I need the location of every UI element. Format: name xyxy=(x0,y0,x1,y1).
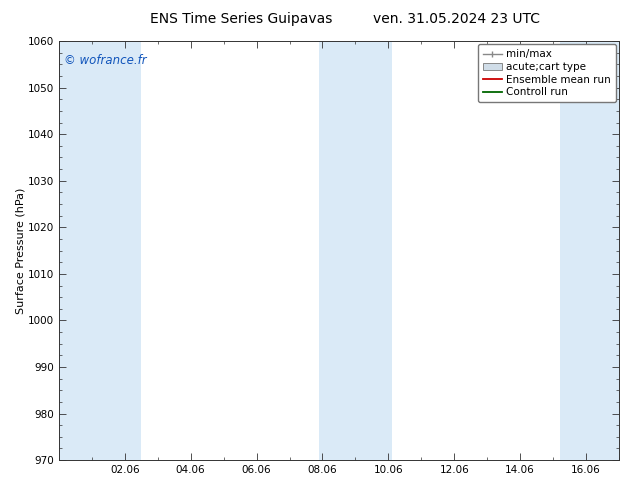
Bar xyxy=(560,41,619,460)
Text: © wofrance.fr: © wofrance.fr xyxy=(65,53,147,67)
Bar xyxy=(319,41,392,460)
Text: ven. 31.05.2024 23 UTC: ven. 31.05.2024 23 UTC xyxy=(373,12,540,26)
Legend: min/max, acute;cart type, Ensemble mean run, Controll run: min/max, acute;cart type, Ensemble mean … xyxy=(478,44,616,102)
Bar xyxy=(59,41,141,460)
Text: ENS Time Series Guipavas: ENS Time Series Guipavas xyxy=(150,12,332,26)
Y-axis label: Surface Pressure (hPa): Surface Pressure (hPa) xyxy=(15,187,25,314)
